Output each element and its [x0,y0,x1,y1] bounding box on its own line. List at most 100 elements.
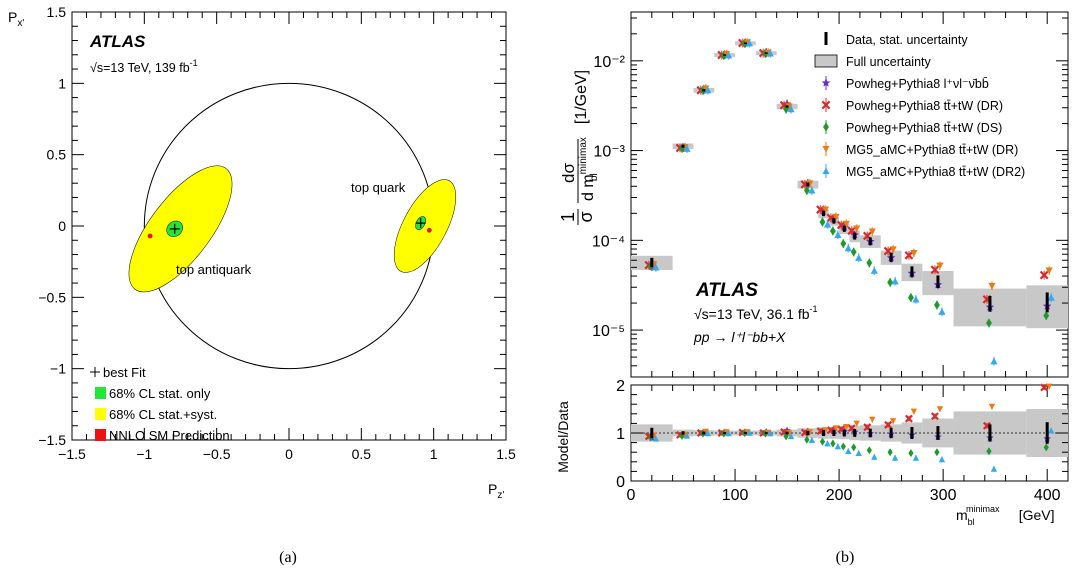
model-point [936,262,944,270]
ratio-point [746,429,753,436]
y-tick-label: −1.5 [38,432,66,448]
panel-b-process-label: pp → l⁺l⁻bb+X [693,329,786,345]
legend-label: NNLO SM Prediction [109,428,230,443]
model-point [990,357,998,365]
model-point [832,213,840,221]
ratio-point [1040,383,1049,392]
svg-text:σ: σ [576,211,596,222]
top-quark-label: top quark [351,180,406,195]
ratio-point [938,456,946,463]
legend-item: MG5_aMC+Pythia8 tt̄+tW (DR2) [822,164,1025,179]
ratio-point [889,418,897,425]
ratio-point [683,432,691,439]
nnlo-marker [147,233,153,239]
legend-label: Full uncertainty [846,55,932,69]
ratio-point [869,416,876,423]
panel-b-axes: 0 100 200 300 400 10⁻⁵ 10⁻⁴ 10⁻³ 10⁻² 0 1 2 [592,12,1069,504]
legend-label: 68% CL stat. only [109,386,211,401]
model-point [938,308,946,315]
model-point [652,263,660,271]
ratio-point [910,408,918,415]
ratio-point [822,427,829,434]
model-point [891,277,899,285]
panel-a-ylabel: Px' [8,9,24,29]
legend-label: Powheg+Pythia8 tt̄+tW (DR) [846,99,1003,113]
panel-b-ylabel: 1 σ dσ d mminimaxbl [1/GeV] [558,70,600,225]
model-point [821,206,830,214]
ratio-tick-label: 0 [616,474,625,491]
model-point [855,254,863,261]
nnlo-marker [426,227,432,233]
svg-text:d mminimaxbl: d mminimaxbl [578,137,600,201]
x-tick-label: 1 [430,446,438,462]
ratio-point [986,447,992,456]
ratio-point [702,428,710,435]
model-point [889,246,897,254]
model-point [1043,311,1050,321]
ratio-point [830,439,836,448]
y-tick-label: 0 [58,218,66,234]
ratio-point [783,432,789,441]
x-tick-label: 200 [826,487,853,504]
ratio-point [853,420,860,427]
legend-item: Powheg+Pythia8 tt̄+tW (DR) [821,98,1003,113]
ratio-point [832,425,840,432]
legend-item: Powheg+Pythia8 tt̄+tW (DS) [823,120,1002,135]
y-tick-label: 1.5 [47,4,67,20]
ratio-point [887,448,893,457]
model-point [844,244,852,252]
ratio-point [806,429,814,436]
contour-stat-syst [393,179,457,273]
panel-b-legend: Data, stat. uncertainty Full uncertainty P… [814,32,1025,179]
model-point [866,258,873,268]
model-point [930,265,940,275]
model-point [808,186,816,194]
ratio-point [930,412,939,421]
series-triup [652,38,1055,472]
ratio-point [988,403,996,410]
y-tick-label: 10⁻⁵ [592,323,625,340]
ratio-point [936,406,944,413]
panel-a: −1.5−1.5 −1 −1 −0.5 −0.5 0 0 0.5 0.5 1 1 1.5 1.5 Px'… [8,4,516,566]
ratio-point [908,449,914,458]
panel-b-xlabel: minimax [966,504,1000,514]
legend-item: Powheg+Pythia8 l⁺νl⁻ν̄bb̄ [821,76,989,91]
x-tick-label: 0.5 [352,446,372,462]
ratio-point [1047,427,1055,434]
green-box-icon [95,387,106,399]
model-point [783,104,789,114]
caption-b: (b) [836,549,855,566]
model-point [823,220,832,228]
ratio-point [866,446,872,455]
star-icon [821,78,831,87]
tridown-icon [822,145,830,153]
legend-best-fit: best Fit [90,365,146,380]
x-tick-label: −1.5 [58,446,86,462]
triup-icon [822,167,830,175]
ratio-tick-label: 2 [616,378,625,395]
model-point [912,295,920,303]
panel-a-xlabel: Pz' [488,481,504,501]
grey-box-icon [814,54,838,68]
ratio-point [912,454,920,461]
y-tick-label: 1 [58,75,66,91]
ratio-point [884,420,893,429]
ratio-point [824,440,831,447]
panel-b-energy-label: √s=13 TeV, 36.1 fb-1 [694,304,818,322]
ratio-point [845,448,852,455]
legend-stat-only: 68% CL stat. only [95,386,211,401]
top-antiquark-label: top antiquark [176,262,252,277]
ratio-point [1045,383,1053,390]
svg-text:1: 1 [558,212,578,222]
y-tick-label: 10⁻⁴ [592,233,625,250]
model-point [887,277,894,287]
panel-a-plot-area [128,82,457,370]
y-tick-label: 0.5 [47,147,67,163]
panel-a-energy-label: √s=13 TeV, 139 fb-1 [90,58,198,75]
best-fit-marker [415,218,426,229]
caption-a: (a) [279,549,297,566]
model-point [679,143,685,153]
legend-stat-syst: 68% CL stat.+syst. [95,407,217,422]
legend-item: Data, stat. uncertainty [824,32,968,47]
